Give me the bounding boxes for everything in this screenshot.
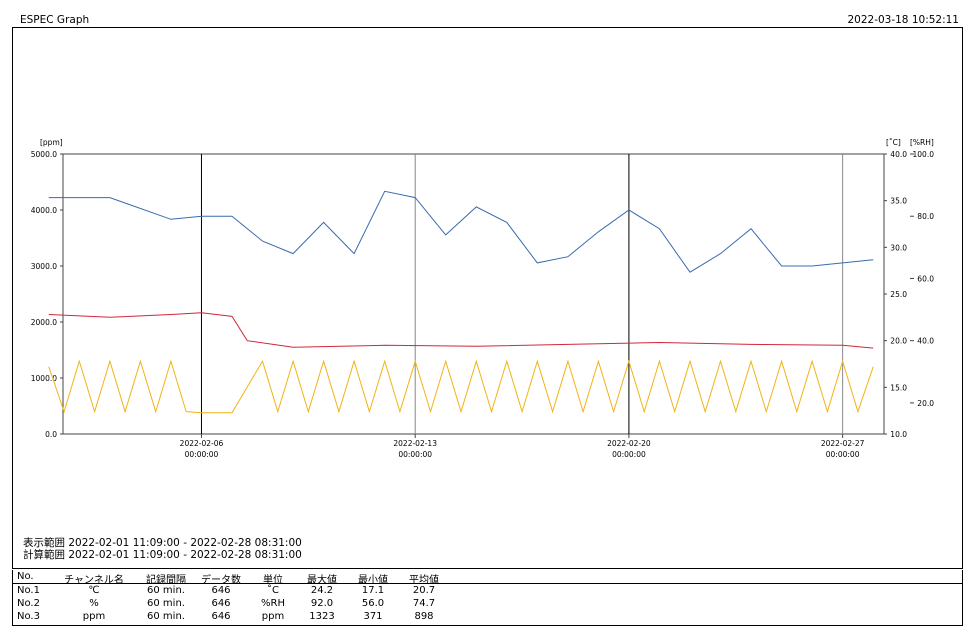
series-line-no1 xyxy=(48,312,874,349)
stats-cell: 60 min. xyxy=(147,585,185,596)
series-line-no3 xyxy=(48,359,874,414)
x-tick-time: 00:00:00 xyxy=(826,450,860,459)
stats-cell: 20.7 xyxy=(412,585,436,596)
stats-header-cell: チャンネル名 xyxy=(64,575,124,586)
series-line-no2 xyxy=(48,190,874,273)
stats-cell: ℃ xyxy=(88,585,100,596)
stats-cell: 60 min. xyxy=(147,598,185,609)
stats-cell: No.3 xyxy=(17,611,40,622)
calc-range: 計算範囲 2022-02-01 11:09:00 - 2022-02-28 08… xyxy=(23,549,302,561)
stats-header-cell: データ数 xyxy=(201,575,241,586)
x-tick-time: 00:00:00 xyxy=(612,450,646,459)
stats-cell: % xyxy=(89,598,99,609)
left-tick-label: 2000.0 xyxy=(31,318,57,327)
right1-tick-label: 25.0 xyxy=(890,290,907,299)
stats-cell: %RH xyxy=(261,598,285,609)
right2-tick-label: 40.0 xyxy=(917,337,934,346)
stats-cell: 646 xyxy=(211,585,231,596)
stats-header-cell: 最小値 xyxy=(358,575,388,586)
left-tick-label: 1000.0 xyxy=(31,374,57,383)
right1-tick-label: 20.0 xyxy=(890,337,907,346)
stats-header-cell: 平均値 xyxy=(409,575,439,586)
app-title: ESPEC Graph xyxy=(20,14,90,26)
stats-cell: 92.0 xyxy=(310,598,334,609)
stats-header-cell: 単位 xyxy=(263,575,283,586)
left-tick-label: 3000.0 xyxy=(31,262,57,271)
display-range: 表示範囲 2022-02-01 11:09:00 - 2022-02-28 08… xyxy=(23,537,302,549)
stats-cell: 74.7 xyxy=(412,598,436,609)
stats-cell: 1323 xyxy=(309,611,335,622)
stats-cell: ppm xyxy=(261,611,285,622)
print-timestamp: 2022-03-18 10:52:11 xyxy=(847,14,959,26)
stats-header-cell: 最大値 xyxy=(307,575,337,586)
stats-cell: 898 xyxy=(414,611,434,622)
left-tick-label: 0.0 xyxy=(45,430,57,439)
right2-tick-label: 60.0 xyxy=(917,274,934,283)
stats-header-cell: 記録間隔 xyxy=(146,575,186,586)
stats-cell: 371 xyxy=(363,611,383,622)
stats-header-divider xyxy=(13,583,962,584)
x-tick-label: 2022-02-27 xyxy=(821,439,865,448)
stats-header-cell: No. xyxy=(17,571,34,582)
stats-cell: ppm xyxy=(82,611,106,622)
left-tick-label: 5000.0 xyxy=(31,150,57,159)
stats-cell: No.1 xyxy=(17,585,40,596)
stats-cell: No.2 xyxy=(17,598,40,609)
right1-tick-label: 10.0 xyxy=(890,430,907,439)
right1-tick-label: 30.0 xyxy=(890,243,907,252)
x-tick-time: 00:00:00 xyxy=(185,450,219,459)
stats-cell: 17.1 xyxy=(361,585,385,596)
right2-axis-unit: [%RH] xyxy=(910,138,934,147)
left-axis-unit: [ppm] xyxy=(40,138,63,147)
stats-cell: 60 min. xyxy=(147,611,185,622)
stats-table: No. チャンネル名 記録間隔 データ数 単位 最大値 最小値 平均値 No.1 ℃ 60 min.… xyxy=(12,570,963,626)
right1-tick-label: 15.0 xyxy=(890,383,907,392)
right1-tick-label: 40.0 xyxy=(890,150,907,159)
stats-cell: 646 xyxy=(211,611,231,622)
left-tick-label: 4000.0 xyxy=(31,206,57,215)
right2-tick-label: 100.0 xyxy=(913,150,935,159)
graph-frame xyxy=(12,27,963,569)
x-tick-label: 2022-02-20 xyxy=(607,439,651,448)
x-tick-label: 2022-02-13 xyxy=(393,439,437,448)
stats-cell: 646 xyxy=(211,598,231,609)
x-tick-label: 2022-02-06 xyxy=(180,439,224,448)
stats-cell: 56.0 xyxy=(361,598,385,609)
x-tick-time: 00:00:00 xyxy=(398,450,432,459)
right2-tick-label: 80.0 xyxy=(917,212,934,221)
stats-cell: ˚C xyxy=(267,585,279,596)
right1-axis-unit: [˚C] xyxy=(886,138,901,147)
right1-tick-label: 35.0 xyxy=(890,197,907,206)
right2-tick-label: 20.0 xyxy=(917,399,934,408)
stats-cell: 24.2 xyxy=(310,585,334,596)
